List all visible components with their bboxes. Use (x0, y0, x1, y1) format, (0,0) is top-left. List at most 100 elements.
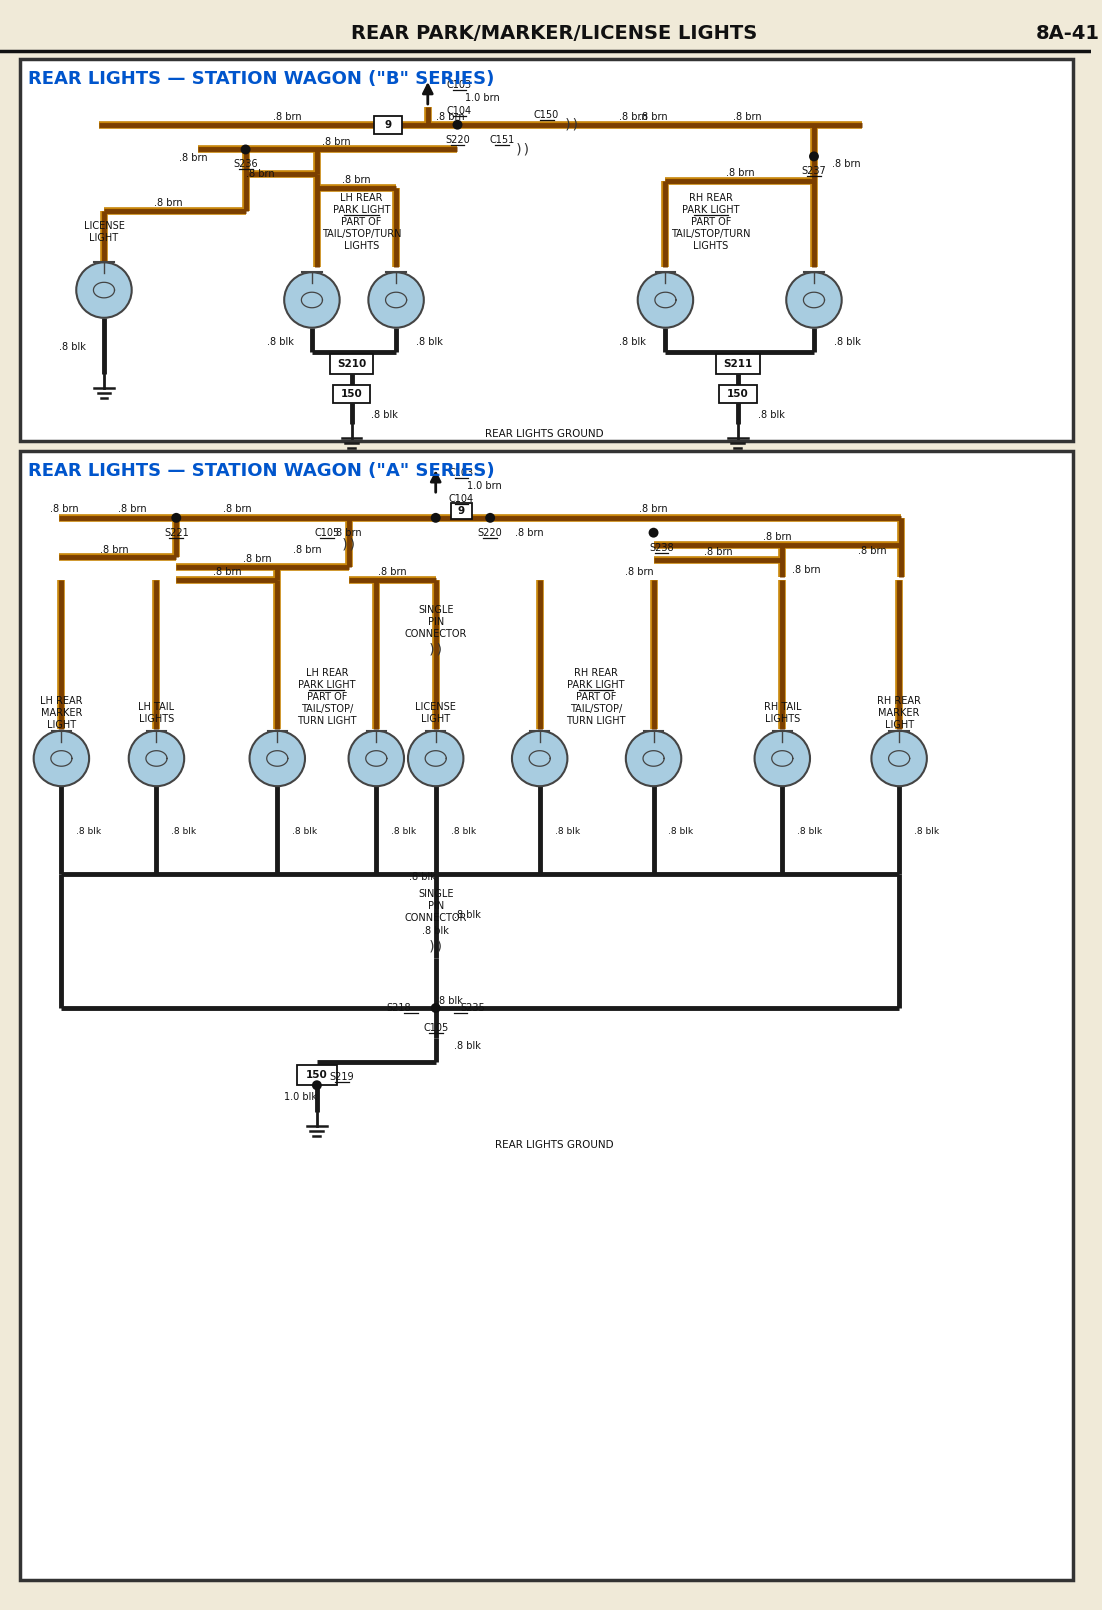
Text: LIGHTS: LIGHTS (139, 713, 174, 724)
Text: MARKER: MARKER (41, 708, 82, 718)
Text: TAIL/STOP/: TAIL/STOP/ (570, 704, 623, 713)
Text: PARK LIGHT: PARK LIGHT (568, 679, 625, 691)
Text: .8 brn: .8 brn (50, 504, 78, 514)
Text: .8 brn: .8 brn (244, 554, 272, 565)
Text: PART OF: PART OF (691, 217, 731, 227)
Circle shape (638, 272, 693, 328)
Text: REAR PARK/MARKER/LICENSE LIGHTS: REAR PARK/MARKER/LICENSE LIGHTS (352, 24, 758, 43)
Text: .8 brn: .8 brn (832, 159, 861, 169)
Text: S218: S218 (387, 1003, 411, 1013)
Text: LH REAR: LH REAR (40, 696, 83, 707)
Bar (716, 354, 759, 374)
Text: LH REAR: LH REAR (341, 193, 382, 203)
Text: )): )) (564, 118, 581, 132)
Circle shape (368, 272, 424, 328)
Text: PARK LIGHT: PARK LIGHT (333, 204, 390, 214)
Text: .8 brn: .8 brn (214, 567, 242, 578)
Circle shape (512, 731, 568, 786)
Text: S210: S210 (337, 359, 366, 369)
Text: SINGLE: SINGLE (418, 889, 453, 898)
Text: S220: S220 (478, 528, 503, 538)
Text: .8 blk: .8 blk (554, 828, 580, 836)
Text: .8 blk: .8 blk (267, 336, 294, 346)
Circle shape (408, 731, 464, 786)
Text: LIGHTS: LIGHTS (765, 713, 800, 724)
Text: S211: S211 (723, 359, 753, 369)
Text: .8 blk: .8 blk (914, 828, 939, 836)
Text: LIGHTS: LIGHTS (344, 240, 379, 251)
Bar (20, 451, 1073, 1581)
Text: TAIL/STOP/TURN: TAIL/STOP/TURN (671, 229, 750, 238)
Text: .8 brn: .8 brn (763, 531, 791, 541)
Text: LIGHT: LIGHT (89, 232, 119, 243)
Text: .8 brn: .8 brn (639, 111, 668, 122)
Text: C150: C150 (534, 109, 559, 119)
Text: .8 brn: .8 brn (726, 167, 755, 179)
Text: .8 brn: .8 brn (619, 111, 648, 122)
Circle shape (284, 272, 339, 328)
Bar (375, 116, 402, 134)
Text: .8 brn: .8 brn (703, 547, 732, 557)
Circle shape (626, 731, 681, 786)
Text: CONNECTOR: CONNECTOR (404, 913, 467, 923)
Text: .8 brn: .8 brn (378, 567, 407, 578)
Text: PARK LIGHT: PARK LIGHT (682, 204, 739, 214)
Text: REAR LIGHTS GROUND: REAR LIGHTS GROUND (485, 428, 604, 438)
Text: S219: S219 (329, 1072, 354, 1082)
Text: .8 brn: .8 brn (323, 137, 352, 147)
Text: .8 brn: .8 brn (333, 528, 361, 538)
Circle shape (312, 1080, 322, 1090)
Text: REAR LIGHTS GROUND: REAR LIGHTS GROUND (495, 1140, 614, 1150)
Bar (298, 1066, 337, 1085)
Text: S220: S220 (445, 135, 469, 145)
Text: )): )) (515, 142, 531, 156)
Circle shape (240, 145, 250, 155)
Circle shape (453, 119, 463, 130)
Text: LICENSE: LICENSE (415, 702, 456, 712)
Text: C103: C103 (447, 80, 472, 90)
Text: LIGHT: LIGHT (421, 713, 451, 724)
Text: .8 blk: .8 blk (171, 828, 196, 836)
Text: .8 blk: .8 blk (292, 828, 317, 836)
Text: CONNECTOR: CONNECTOR (404, 628, 467, 639)
Circle shape (76, 262, 132, 317)
Text: PARK LIGHT: PARK LIGHT (298, 679, 356, 691)
Text: .8 brn: .8 brn (342, 175, 370, 185)
Text: C105: C105 (314, 528, 339, 538)
Text: TAIL/STOP/: TAIL/STOP/ (301, 704, 353, 713)
Text: )): )) (341, 538, 357, 552)
Text: C104: C104 (447, 106, 472, 116)
Text: LH TAIL: LH TAIL (139, 702, 174, 712)
Text: RH REAR: RH REAR (877, 696, 921, 707)
Text: )): )) (428, 642, 444, 657)
Text: .8 blk: .8 blk (422, 926, 450, 935)
Text: S236: S236 (234, 159, 258, 169)
Text: .8 brn: .8 brn (118, 504, 147, 514)
Circle shape (249, 731, 305, 786)
Circle shape (129, 731, 184, 786)
Text: PIN: PIN (428, 902, 444, 911)
Text: .8 blk: .8 blk (669, 828, 693, 836)
Text: .8 blk: .8 blk (618, 336, 646, 346)
Text: 150: 150 (727, 390, 748, 399)
Text: S237: S237 (801, 166, 826, 175)
Text: REAR LIGHTS — STATION WAGON ("A" SERIES): REAR LIGHTS — STATION WAGON ("A" SERIES) (28, 462, 495, 480)
Text: C103: C103 (449, 469, 474, 478)
Circle shape (431, 1003, 441, 1013)
Text: LICENSE: LICENSE (84, 221, 125, 230)
Text: .8 blk: .8 blk (60, 341, 86, 351)
Text: 1.0 brn: 1.0 brn (467, 481, 503, 491)
Text: PART OF: PART OF (576, 692, 616, 702)
Text: .8 brn: .8 brn (154, 198, 183, 208)
Text: PART OF: PART OF (342, 217, 381, 227)
Text: .8 blk: .8 blk (797, 828, 822, 836)
Circle shape (809, 151, 819, 161)
Circle shape (34, 731, 89, 786)
Text: REAR LIGHTS — STATION WAGON ("B" SERIES): REAR LIGHTS — STATION WAGON ("B" SERIES) (28, 71, 494, 89)
Bar (20, 60, 1073, 441)
Text: .8 brn: .8 brn (246, 169, 274, 179)
Text: .8 blk: .8 blk (391, 828, 417, 836)
Text: S238: S238 (649, 543, 673, 552)
Text: .8 brn: .8 brn (733, 111, 761, 122)
Text: TURN LIGHT: TURN LIGHT (298, 716, 357, 726)
